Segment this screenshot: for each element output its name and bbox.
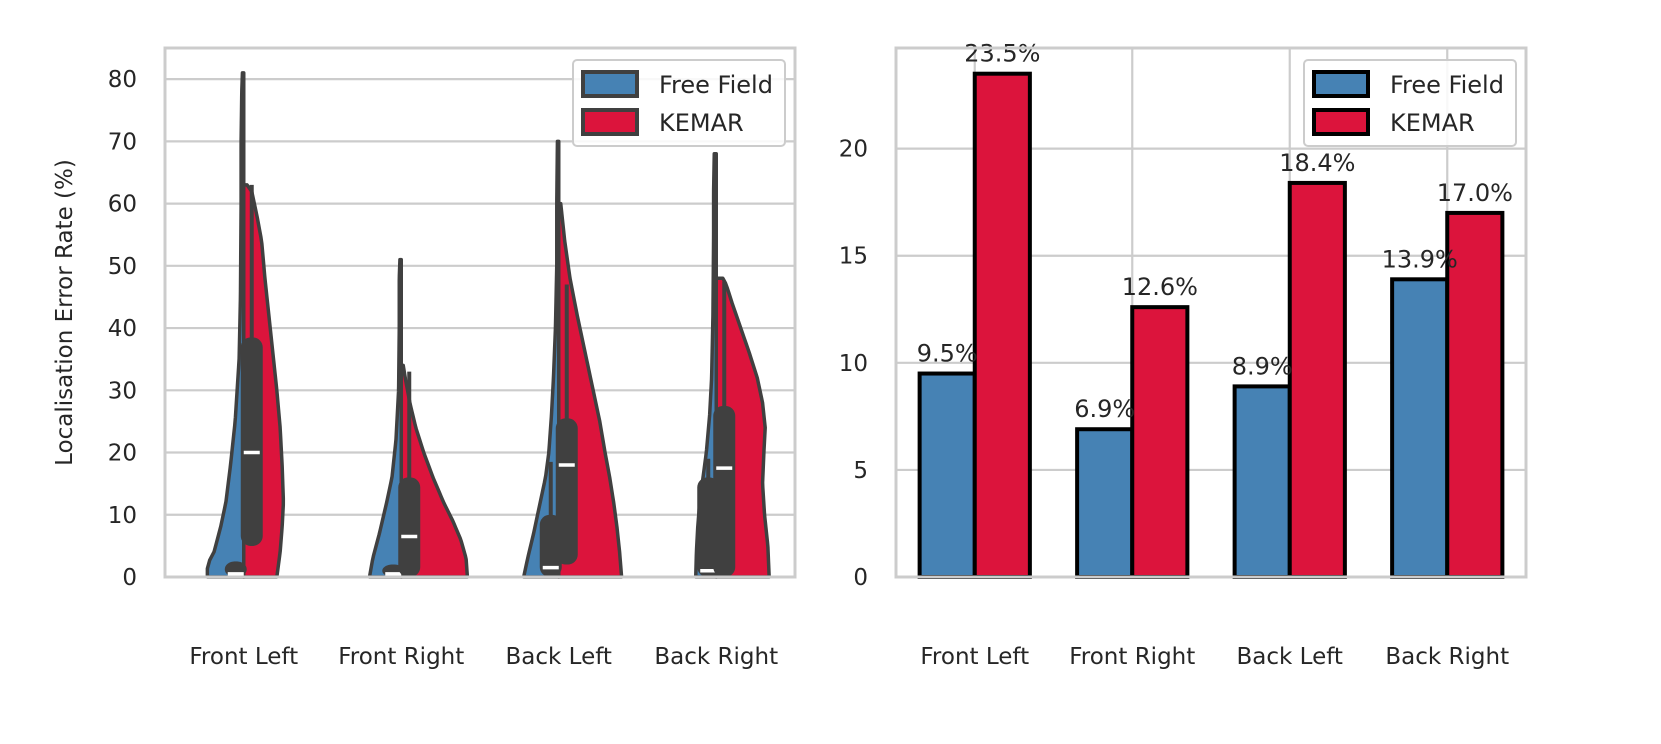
x-tick-label: Front Left — [920, 644, 1029, 670]
bar-kemar — [1130, 305, 1190, 579]
bar-value-label: 8.9% — [1232, 352, 1293, 380]
y-tick-label: 0 — [122, 565, 137, 591]
x-tick-label: Back Right — [654, 644, 778, 670]
iqr-box — [398, 477, 421, 577]
legend-swatch-free-field — [1312, 70, 1370, 98]
y-tick-label: 40 — [108, 316, 137, 342]
y-tick-label: 0 — [853, 565, 868, 591]
x-tick-label: Back Right — [1385, 644, 1509, 670]
x-tick-label: Front Right — [1069, 644, 1195, 670]
bar-value-label: 18.4% — [1279, 149, 1355, 177]
bar-free-field — [1390, 277, 1450, 579]
y-tick-label: 5 — [853, 458, 868, 484]
y-tick-label: 15 — [839, 244, 868, 270]
plot-frame — [163, 46, 797, 579]
y-tick-label: 80 — [108, 67, 137, 93]
bar-panel: 0 5 10 15 20 Front Left Front Right Back Left Ba… — [839, 40, 1528, 670]
legend: Free Field KEMAR — [572, 59, 786, 147]
x-tick-label: Front Right — [338, 644, 464, 670]
y-tick-label: 30 — [108, 378, 137, 404]
x-tick-label: Back Left — [506, 644, 612, 670]
bar-value-label: 17.0% — [1437, 179, 1513, 207]
legend: Free Field KEMAR — [1303, 59, 1517, 147]
violin-panel: 0 10 20 30 40 50 60 70 80 Front Left Front Right Ba… — [52, 46, 797, 670]
iqr-box — [240, 337, 263, 546]
bar-value-label: 13.9% — [1382, 245, 1458, 273]
legend-label: KEMAR — [659, 109, 744, 137]
bar-free-field — [917, 371, 977, 579]
y-tick-label: 50 — [108, 254, 137, 280]
legend-label: Free Field — [1390, 71, 1504, 99]
bar-kemar — [972, 71, 1032, 579]
violin-free-field — [367, 257, 403, 579]
bar-free-field — [1232, 384, 1292, 580]
y-tick-label: 20 — [839, 137, 868, 163]
bar-value-label: 9.5% — [917, 340, 978, 368]
y-tick-label: 10 — [839, 351, 868, 377]
y-axis-label: Localisation Error Rate (%) — [52, 159, 78, 466]
x-tick-label: Back Left — [1237, 644, 1343, 670]
legend-swatch-free-field — [581, 70, 639, 98]
plot-frame — [894, 46, 1528, 579]
bar-kemar — [1287, 180, 1347, 579]
bar-value-label: 23.5% — [964, 40, 1040, 68]
legend-swatch-kemar — [1312, 108, 1370, 136]
iqr-box — [555, 418, 578, 565]
legend-label: KEMAR — [1390, 109, 1475, 137]
y-tick-label: 10 — [108, 503, 137, 529]
x-tick-label: Front Left — [189, 644, 298, 670]
bar-free-field — [1075, 427, 1135, 580]
legend-label: Free Field — [659, 71, 773, 99]
violin-free-field — [205, 71, 246, 579]
y-tick-label: 70 — [108, 129, 137, 155]
legend-swatch-kemar — [581, 108, 639, 136]
y-tick-label: 20 — [108, 441, 137, 467]
y-tick-label: 60 — [108, 192, 137, 218]
iqr-box — [713, 405, 736, 577]
bar-value-label: 6.9% — [1074, 395, 1135, 423]
bar-value-label: 12.6% — [1122, 273, 1198, 301]
